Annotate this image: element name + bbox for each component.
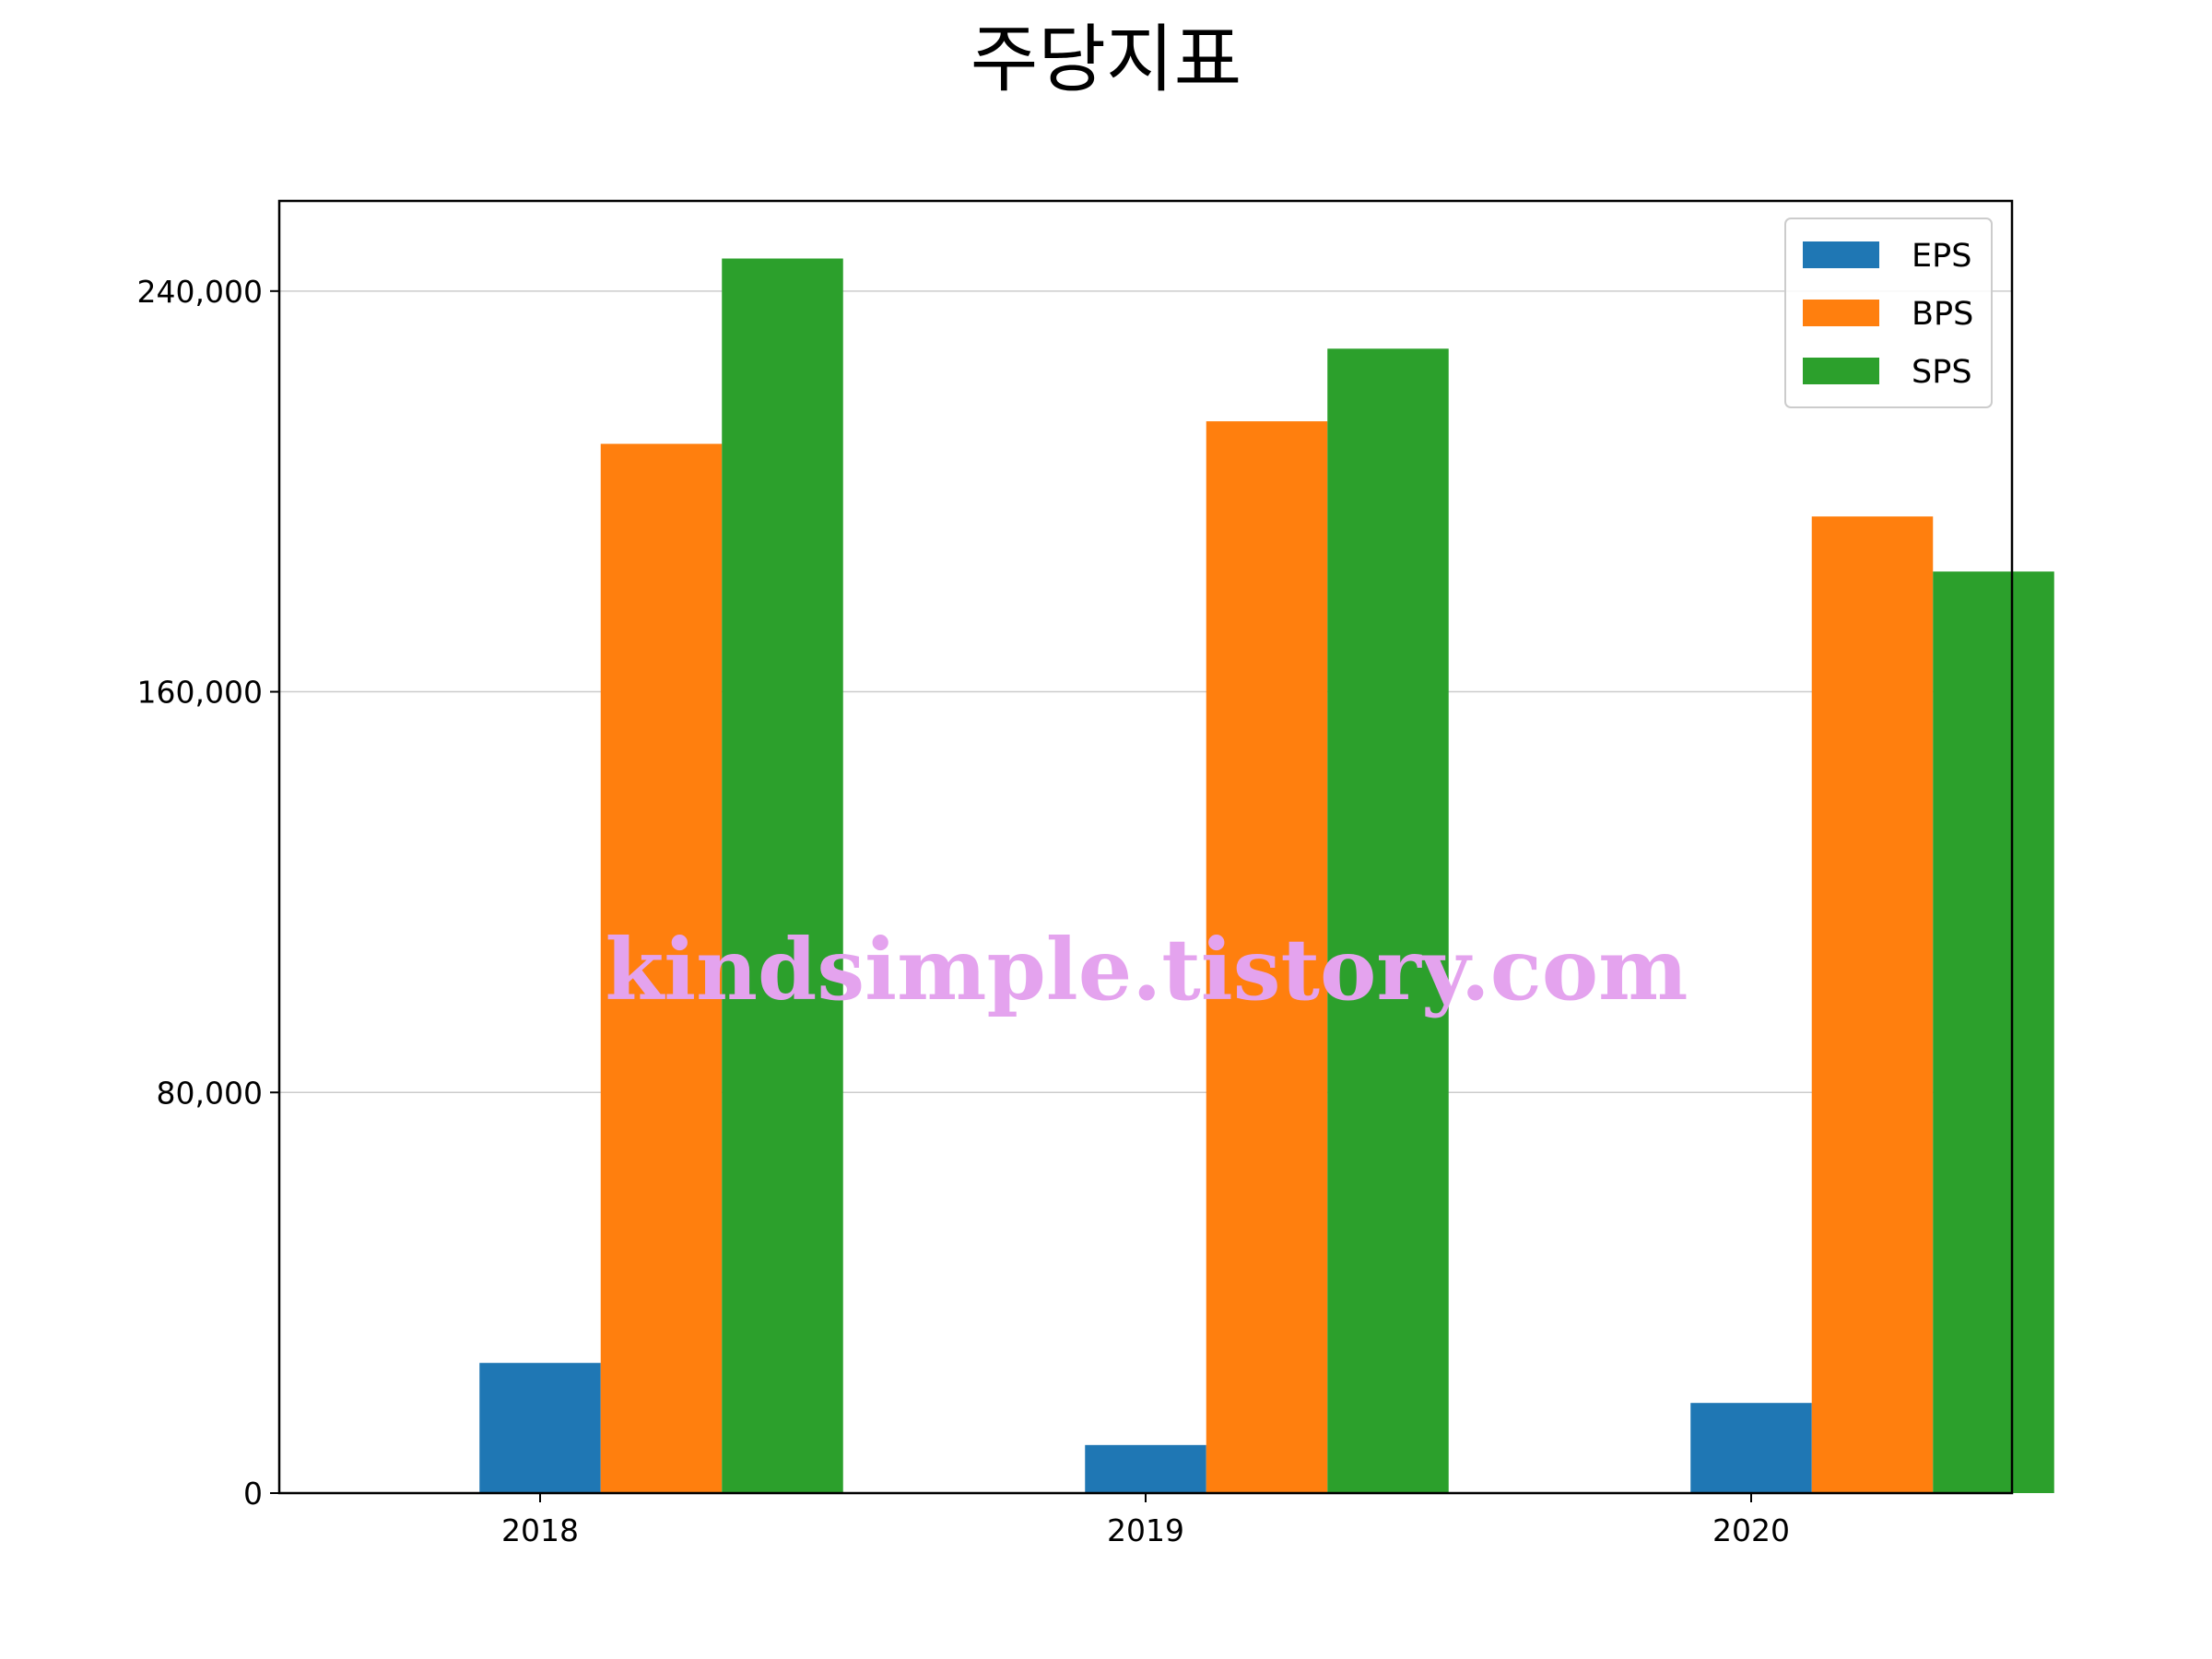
x-tick-label: 2019 (1107, 1512, 1184, 1548)
bar-eps-2020 (1690, 1403, 1812, 1493)
y-tick-label: 80,000 (157, 1075, 263, 1111)
legend-swatch-sps (1803, 358, 1879, 384)
bar-bps-2018 (600, 443, 723, 1494)
y-tick-label: 240,000 (137, 274, 263, 310)
legend-swatch-eps (1803, 241, 1879, 268)
x-tick-label: 2020 (1712, 1512, 1790, 1548)
y-tick-label: 160,000 (137, 675, 263, 711)
legend-label-bps: BPS (1912, 296, 1973, 333)
bars-layer (479, 258, 2054, 1494)
bar-eps-2019 (1085, 1444, 1206, 1493)
bar-bps-2019 (1206, 421, 1328, 1493)
x-tick-label: 2018 (501, 1512, 579, 1548)
chart-title: 주당지표 (971, 17, 1241, 102)
legend-swatch-bps (1803, 300, 1879, 326)
legend: EPS BPS SPS (1784, 218, 1993, 408)
legend-label-eps: EPS (1912, 238, 1971, 275)
y-tick-label: 0 (243, 1476, 263, 1512)
bar-sps-2018 (722, 258, 843, 1494)
bar-eps-2018 (479, 1362, 601, 1493)
bar-sps-2019 (1327, 348, 1449, 1494)
bar-bps-2020 (1811, 516, 1934, 1493)
axis-layer: 0 80,000 160,000 240,000 2018 2019 2020 (137, 274, 1790, 1548)
grid-layer (279, 290, 2012, 1094)
watermark: kindsimple.tistory.com (605, 920, 1688, 1019)
bar-sps-2020 (1933, 571, 2054, 1493)
legend-label-sps: SPS (1912, 354, 1972, 391)
plot-frame (277, 199, 2014, 1495)
